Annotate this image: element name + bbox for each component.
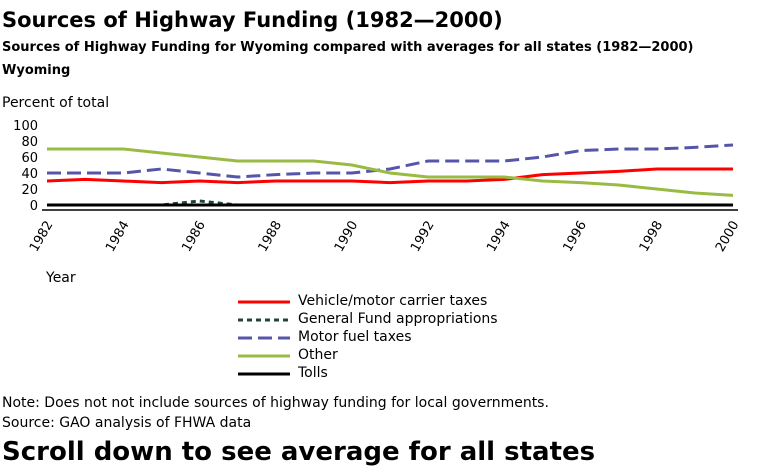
legend-label: General Fund appropriations bbox=[298, 311, 498, 327]
x-tick-label: 1986 bbox=[179, 219, 209, 255]
legend-label: Other bbox=[298, 347, 338, 363]
chart-subtitle: Sources of Highway Funding for Wyoming c… bbox=[2, 40, 694, 55]
note: Note: Does not not include sources of hi… bbox=[2, 395, 549, 411]
source: Source: GAO analysis of FHWA data bbox=[2, 415, 252, 431]
x-tick-label: 1992 bbox=[408, 219, 438, 255]
legend-label: Vehicle/motor carrier taxes bbox=[298, 293, 488, 309]
y-axis-label: Percent of total bbox=[2, 95, 110, 111]
x-tick-label: 1994 bbox=[484, 219, 514, 255]
y-tick-label: 20 bbox=[21, 183, 38, 198]
x-tick-label: 1982 bbox=[27, 219, 57, 255]
x-tick-label: 2000 bbox=[713, 219, 743, 255]
y-tick-label: 100 bbox=[13, 119, 38, 134]
y-tick-label: 80 bbox=[21, 135, 38, 150]
y-tick-label: 0 bbox=[30, 199, 38, 214]
x-axis-label: Year bbox=[46, 270, 76, 286]
page-title: Sources of Highway Funding (1982—2000) bbox=[2, 8, 503, 32]
x-tick-label: 1988 bbox=[256, 219, 286, 255]
state-label: Wyoming bbox=[2, 63, 71, 78]
x-tick-label: 1984 bbox=[103, 219, 133, 255]
legend-label: Motor fuel taxes bbox=[298, 329, 412, 345]
y-tick-label: 60 bbox=[21, 151, 38, 166]
scroll-hint: Scroll down to see average for all state… bbox=[2, 437, 596, 467]
legend-label: Tolls bbox=[298, 365, 328, 381]
series-line-3 bbox=[47, 147, 734, 197]
y-tick-label: 40 bbox=[21, 167, 38, 182]
x-tick-label: 1990 bbox=[332, 219, 362, 255]
x-tick-label: 1998 bbox=[637, 219, 667, 255]
x-tick-label: 1996 bbox=[560, 219, 590, 255]
